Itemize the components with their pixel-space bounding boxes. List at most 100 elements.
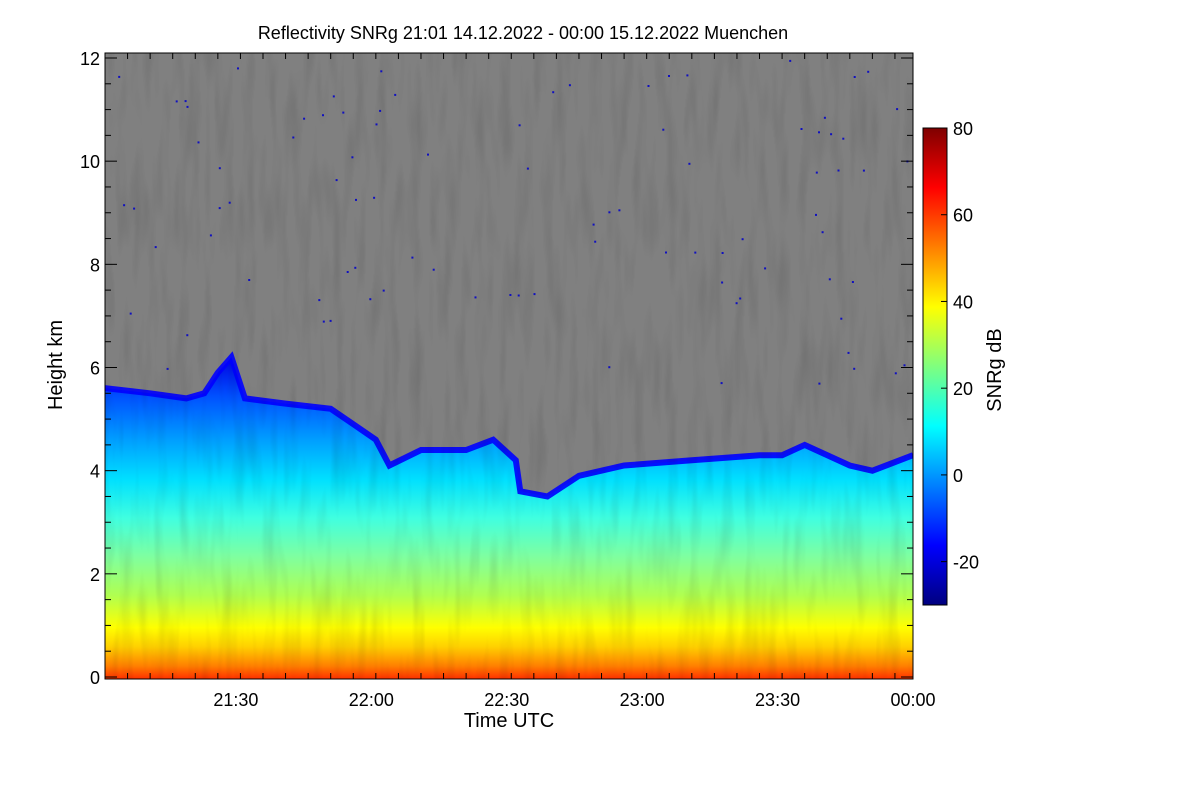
- streak-texture: [105, 53, 913, 679]
- noise-speckle: [853, 367, 856, 370]
- noise-speckle: [828, 278, 831, 281]
- noise-speckle: [815, 171, 818, 174]
- noise-speckle: [380, 70, 383, 73]
- noise-speckle: [552, 91, 555, 94]
- noise-speckle: [118, 75, 121, 78]
- noise-speckle: [517, 294, 520, 297]
- noise-speckle: [721, 252, 724, 254]
- noise-speckle: [840, 317, 843, 320]
- noise-speckle: [375, 123, 378, 126]
- y-tick-label: 2: [90, 565, 100, 585]
- noise-speckle: [720, 382, 723, 385]
- noise-speckle: [346, 271, 349, 273]
- noise-speckle: [209, 234, 212, 237]
- noise-speckle: [318, 299, 321, 302]
- noise-speckle: [800, 128, 803, 130]
- noise-speckle: [427, 153, 429, 156]
- y-axis: 0 2 4 6 8 10 12: [80, 49, 913, 688]
- noise-speckle: [379, 109, 382, 112]
- noise-speckle: [608, 211, 611, 214]
- noise-speckle: [355, 198, 357, 201]
- noise-speckle: [533, 293, 536, 296]
- x-tick-label: 23:30: [755, 690, 800, 710]
- noise-speckle: [335, 179, 338, 182]
- noise-speckle: [608, 366, 611, 369]
- plot-frame: [104, 52, 914, 680]
- noise-speckle: [186, 334, 189, 337]
- noise-speckle: [369, 298, 372, 301]
- noise-speckle: [686, 74, 689, 77]
- noise-speckle: [373, 196, 376, 199]
- colorbar-tick-label: 80: [953, 119, 973, 139]
- noise-speckle: [322, 114, 324, 117]
- colorbar-gradient: [922, 127, 948, 606]
- noise-speckle: [474, 296, 477, 299]
- noise-speckle: [166, 367, 169, 370]
- y-tick-label: 4: [90, 462, 100, 482]
- noise-speckle: [175, 100, 178, 103]
- colorbar: -20 0 20 40 60 80 SNRg dB: [922, 119, 1006, 606]
- noise-speckle: [568, 84, 571, 87]
- colorbar-tick-label: 0: [953, 466, 963, 486]
- y-axis-label: Height km: [45, 320, 67, 410]
- y-tick-label: 6: [90, 359, 100, 379]
- x-tick-label: 21:30: [213, 690, 258, 710]
- noise-speckle: [351, 156, 354, 159]
- noise-speckle: [133, 207, 136, 210]
- noise-speckle: [818, 382, 821, 385]
- noise-speckle: [342, 111, 345, 114]
- noise-speckle: [647, 85, 650, 87]
- noise-speckle: [197, 141, 200, 144]
- noise-speckle: [741, 238, 744, 241]
- colorbar-tick-label: 60: [953, 206, 973, 226]
- noise-speckle: [618, 209, 621, 212]
- colorbar-tick-label: -20: [953, 553, 979, 573]
- noise-speckle: [354, 266, 357, 269]
- noise-speckles: [118, 59, 909, 385]
- noise-speckle: [853, 76, 856, 78]
- noise-speckle: [292, 136, 295, 139]
- noise-speckle: [526, 167, 529, 170]
- noise-speckle: [818, 131, 820, 134]
- noise-speckle: [662, 128, 665, 131]
- noise-speckle: [218, 207, 221, 210]
- x-tick-label: 00:00: [890, 690, 935, 710]
- noise-speckle: [329, 319, 332, 322]
- noise-speckle: [823, 116, 826, 119]
- noise-speckle: [218, 167, 221, 170]
- colorbar-ticks: -20 0 20 40 60 80: [941, 119, 979, 573]
- x-tick-label: 23:00: [620, 690, 665, 710]
- noise-speckle: [830, 133, 833, 136]
- y-tick-label: 0: [90, 668, 100, 688]
- noise-speckle: [303, 117, 306, 120]
- noise-speckle: [394, 93, 397, 96]
- noise-speckle: [867, 70, 870, 73]
- noise-speckle: [237, 67, 239, 70]
- noise-speckle: [322, 320, 325, 323]
- noise-speckle: [903, 364, 906, 367]
- noise-speckle: [739, 297, 742, 300]
- noise-speckle: [842, 137, 845, 140]
- noise-speckle: [894, 372, 897, 375]
- noise-speckle: [594, 240, 597, 243]
- noise-speckle: [721, 281, 724, 284]
- y-tick-label: 10: [80, 152, 100, 172]
- plot-area: [105, 53, 913, 679]
- noise-speckle: [668, 75, 670, 77]
- x-tick-label: 22:30: [484, 690, 529, 710]
- x-tick-label: 22:00: [349, 690, 394, 710]
- noise-speckle: [382, 289, 385, 292]
- noise-speckle: [694, 251, 697, 254]
- noise-speckle: [592, 223, 595, 226]
- noise-speckle: [432, 268, 435, 271]
- noise-speckle: [735, 302, 738, 305]
- noise-speckle: [129, 312, 132, 315]
- noise-speckle: [228, 201, 231, 204]
- noise-speckle: [896, 108, 899, 111]
- noise-speckle: [665, 251, 667, 254]
- noise-speckle: [764, 267, 767, 270]
- noise-speckle: [837, 169, 840, 172]
- noise-speckle: [862, 169, 865, 172]
- noise-speckle: [851, 281, 854, 283]
